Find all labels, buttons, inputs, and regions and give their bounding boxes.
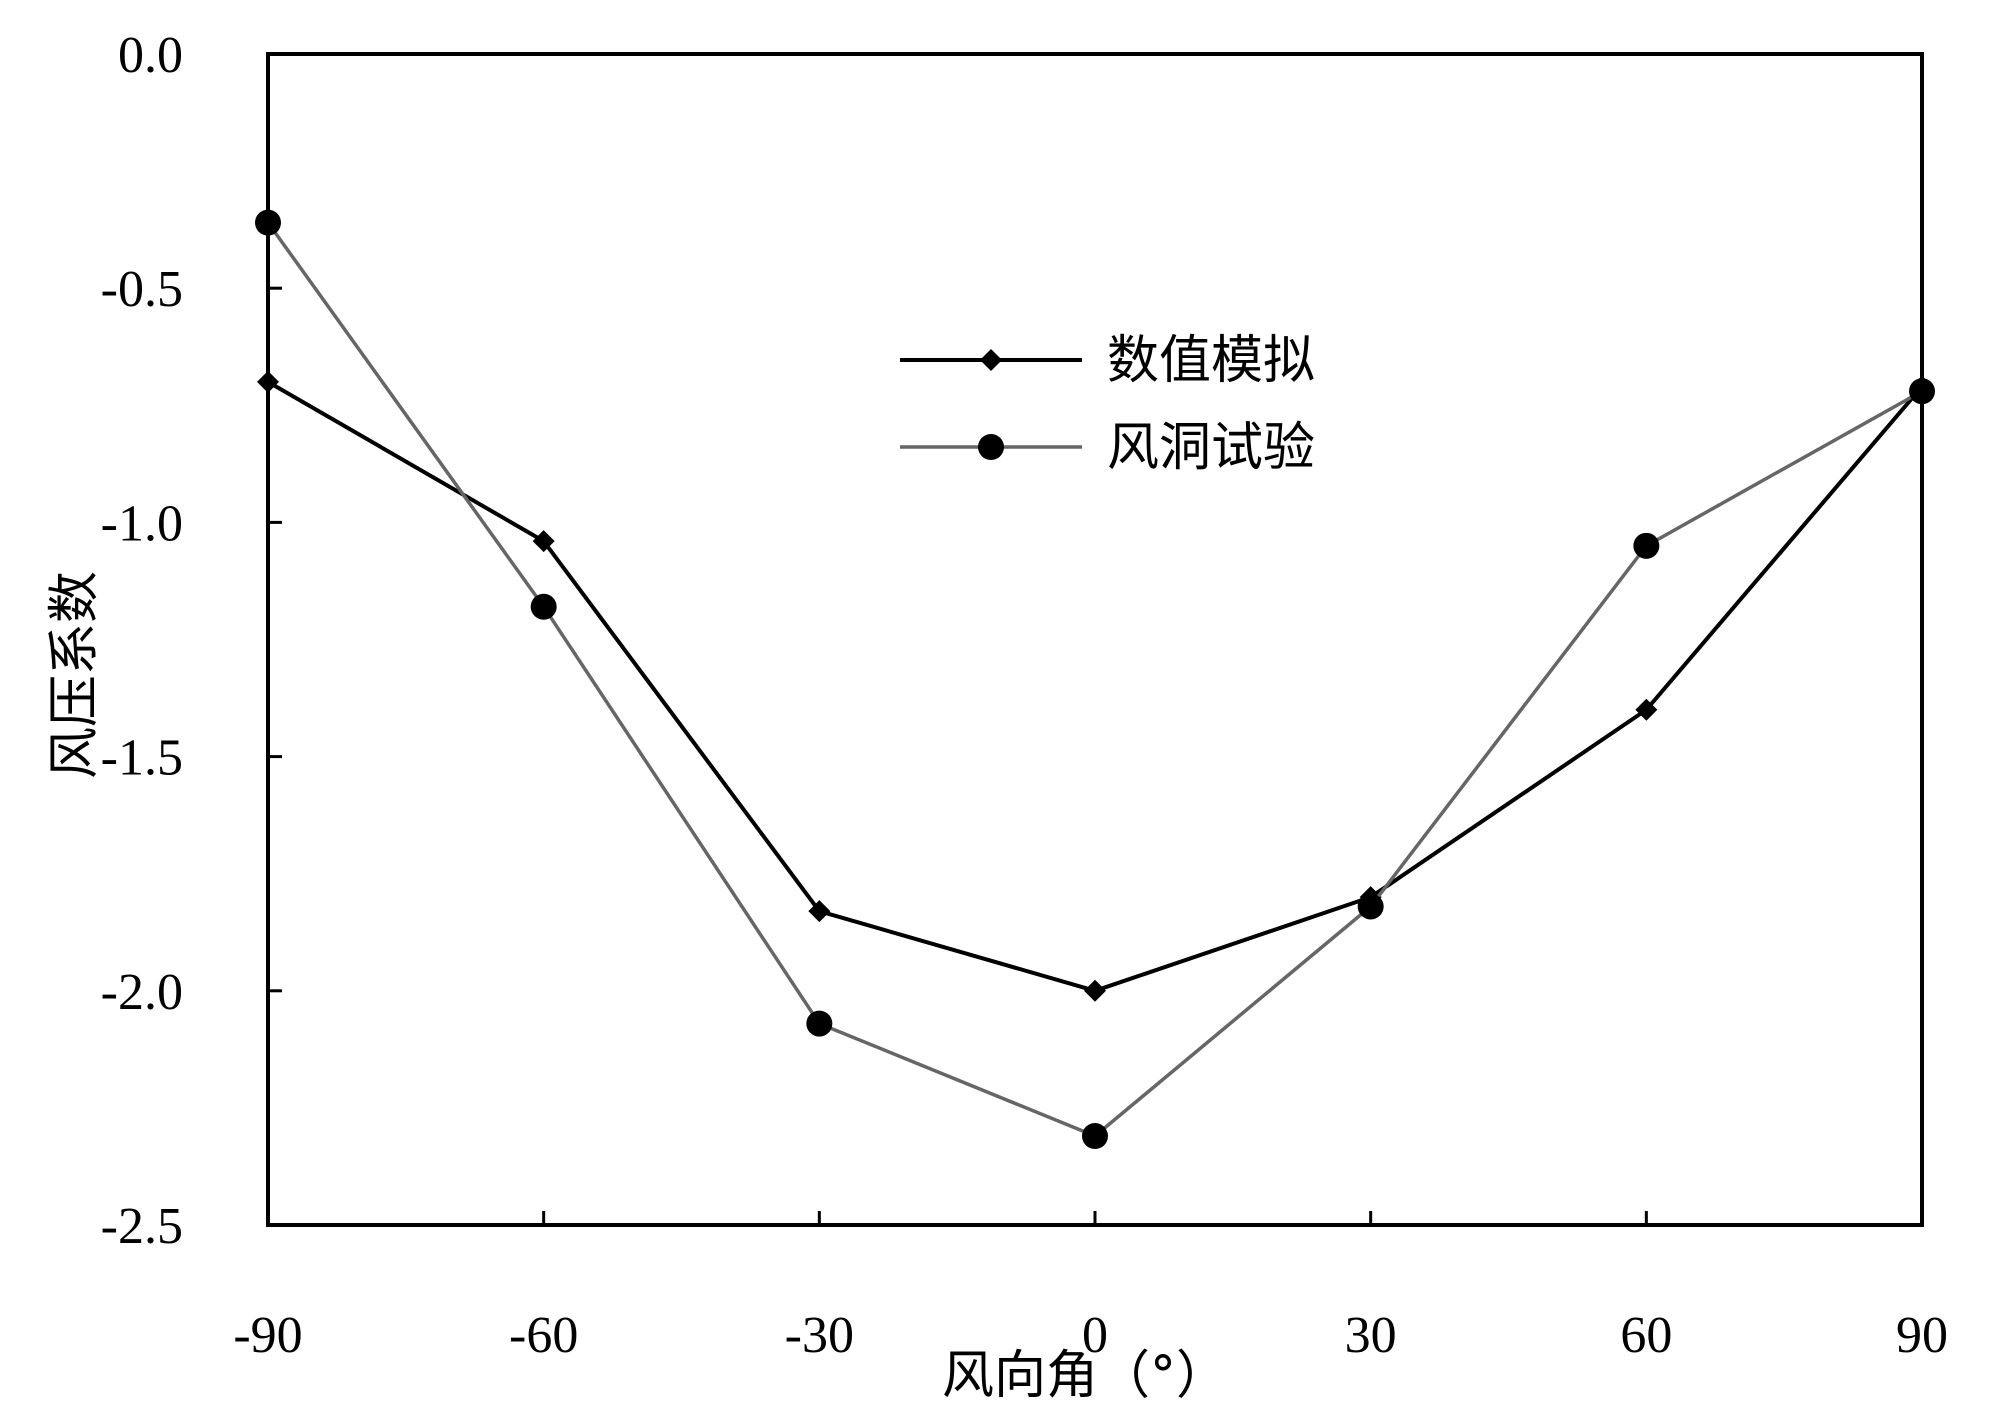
y-tick-label: -2.5 (101, 1198, 183, 1255)
tick-layer: -90 -60 -30 0 30 60 90 0.0 -0.5 -1.0 -1.5 -2.0 -2.5 (101, 27, 1948, 1364)
x-tick-label: 60 (1620, 1307, 1672, 1364)
legend-marker-diamond (980, 349, 1002, 371)
data-point-diamond (808, 900, 831, 923)
series-1 (255, 209, 1935, 1150)
x-tick-label: 90 (1896, 1307, 1948, 1364)
x-tick-label: 0 (1082, 1307, 1108, 1364)
data-point-circle (806, 1010, 833, 1037)
x-axis-title: 风向角（°） (942, 1346, 1228, 1406)
y-tick-label: -1.0 (101, 495, 183, 552)
legend-label: 数值模拟 (1107, 331, 1315, 391)
y-tick-label: -2.0 (101, 964, 183, 1021)
y-tick-label: -0.5 (101, 261, 183, 318)
y-axis-title: 风压系数 (45, 571, 105, 779)
series-0 (257, 370, 1933, 1002)
plot-area-border (266, 52, 1924, 1227)
series-line (266, 380, 1924, 993)
data-point-circle (530, 593, 557, 620)
data-point-diamond (257, 370, 279, 393)
y-tick-label: 0.0 (118, 27, 183, 84)
x-tick-label: 30 (1345, 1307, 1397, 1364)
legend-item-series-1: 风洞试验 (900, 418, 1315, 478)
y-tick-label: -1.5 (101, 730, 183, 787)
data-point-diamond (1084, 979, 1106, 1002)
legend-marker-circle (978, 434, 1004, 460)
data-point-circle (255, 209, 281, 236)
data-point-diamond (1635, 698, 1658, 721)
x-tick-label: -60 (509, 1307, 578, 1364)
data-point-circle (1909, 378, 1935, 405)
x-tick-label: -90 (233, 1307, 302, 1364)
data-point-circle (1633, 532, 1660, 559)
legend-item-series-0: 数值模拟 (900, 331, 1315, 391)
data-point-circle (1357, 893, 1384, 920)
x-tick-label: -30 (785, 1307, 854, 1364)
legend-label: 风洞试验 (1107, 418, 1315, 478)
plot-frame (266, 52, 1924, 1227)
data-point-diamond (532, 530, 555, 553)
legend: 数值模拟 风洞试验 (900, 331, 1315, 478)
series-layer (255, 209, 1935, 1150)
data-point-circle (1082, 1123, 1108, 1150)
